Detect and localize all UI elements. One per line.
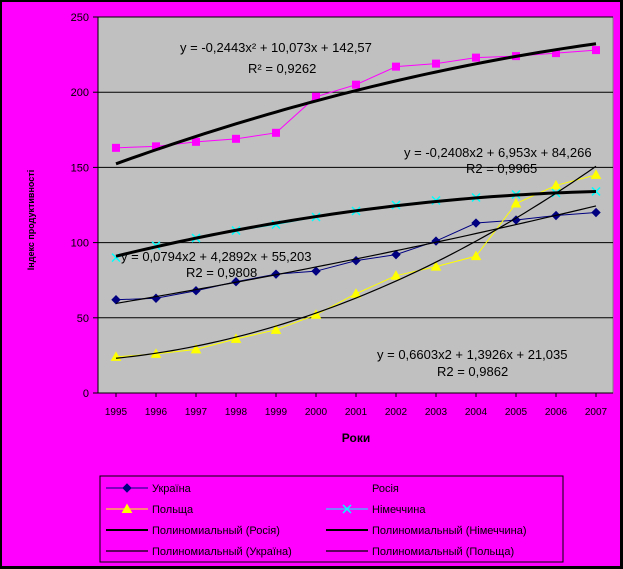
legend-label: Полиномиальный (Україна) [152, 546, 292, 558]
legend-label: Полиномиальный (Польща) [372, 546, 514, 558]
data-point [470, 250, 482, 261]
equation-germany: y = -0,2408x2 + 6,953x + 84,266 [404, 145, 592, 160]
legend-label: Україна [152, 483, 192, 495]
data-point [472, 53, 480, 62]
plot-area [97, 16, 614, 394]
data-point [230, 333, 242, 343]
r2-poland: R2 = 0,9862 [437, 364, 508, 379]
y-tick-label: 0 [83, 388, 89, 400]
trendline-0 [115, 42, 597, 166]
x-tick-label: 1996 [145, 407, 168, 418]
y-tick-label: 50 [77, 313, 89, 325]
data-point [390, 270, 402, 280]
data-point [350, 288, 362, 298]
legend-item-trend-russia: Полиномиальный (Росія) [106, 525, 280, 537]
legend-item-poland: Польща [106, 503, 194, 516]
data-point [272, 128, 280, 137]
x-tick-label: 2002 [385, 407, 408, 418]
legend-items: Україна Росія Польща Німеччина Полиномиальны… [106, 483, 527, 558]
data-point [311, 266, 321, 276]
data-point [391, 249, 401, 260]
legend-item-trend-ukraine: Полиномиальный (Україна) [106, 546, 292, 558]
equation-poland: y = 0,6603x2 + 1,3926x + 21,035 [377, 347, 567, 362]
x-tick-label: 2006 [545, 407, 568, 418]
data-point [232, 134, 240, 143]
legend-marker [122, 483, 132, 493]
x-tick-label: 2000 [305, 407, 328, 418]
legend-label: Полиномиальный (Росія) [152, 525, 280, 537]
x-tick-label: 1999 [265, 407, 288, 418]
x-axis-label: Роки [342, 431, 370, 445]
y-tick-label: 200 [71, 87, 89, 99]
legend-item-trend-poland: Полиномиальный (Польща) [326, 546, 514, 558]
data-point [192, 137, 200, 146]
x-tick-label: 2003 [425, 407, 448, 418]
legend-item-ukraine: Україна [106, 483, 192, 495]
legend-item-germany: Німеччина [326, 504, 426, 516]
legend-item-trend-germany: Полиномиальный (Німеччина) [326, 525, 527, 537]
trendline-3 [115, 165, 597, 359]
x-tick-label: 1998 [225, 407, 248, 418]
trendline-1 [115, 190, 597, 258]
legend [99, 475, 564, 563]
data-point [591, 207, 601, 218]
equation-ukraine: y = 0,0794x2 + 4,2892x + 55,203 [121, 249, 311, 264]
data-point [591, 186, 601, 196]
legend-label: Польща [152, 504, 194, 516]
legend-label: Полиномиальный (Німеччина) [372, 525, 527, 537]
r2-ukraine: R2 = 0,9808 [186, 265, 257, 280]
data-point [510, 197, 522, 208]
data-point [550, 179, 562, 190]
data-point [471, 218, 481, 228]
legend-item-russia: Росія [326, 483, 399, 495]
legend-marker [343, 484, 351, 492]
equation-russia: y = -0,2443x² + 10,073x + 142,57 [180, 40, 372, 55]
data-point [430, 261, 442, 271]
data-point [270, 324, 282, 334]
data-point [590, 169, 602, 179]
legend-marker [121, 503, 133, 513]
y-tick-label: 150 [71, 162, 89, 174]
data-point [190, 343, 202, 354]
x-tick-label: 1997 [185, 407, 208, 418]
x-tick-label: 2005 [505, 407, 528, 418]
y-axis-label: Індекс продуктивності [26, 170, 36, 270]
trendlines [115, 42, 597, 359]
trendline-2 [115, 205, 597, 304]
legend-label: Німеччина [372, 504, 426, 516]
r2-russia: R² = 0,9262 [248, 61, 316, 76]
data-point [111, 295, 121, 305]
data-point [592, 46, 600, 55]
data-point [112, 143, 120, 152]
y-tick-label: 250 [71, 12, 89, 24]
x-tick-label: 2001 [345, 407, 368, 418]
y-tick-label: 100 [71, 238, 89, 250]
x-tick-label: 2007 [585, 407, 608, 418]
legend-label: Росія [372, 483, 399, 495]
data-point [432, 59, 440, 68]
data-point [352, 80, 360, 89]
x-tick-label: 2004 [465, 407, 488, 418]
r2-germany: R2 = 0,9965 [466, 161, 537, 176]
legend-marker [342, 504, 352, 514]
x-tick-label: 1995 [105, 407, 128, 418]
data-point [392, 62, 400, 71]
x-axis-ticks: 1995 1996 1997 1998 1999 2000 2001 2002 2003 2004… [105, 393, 608, 418]
